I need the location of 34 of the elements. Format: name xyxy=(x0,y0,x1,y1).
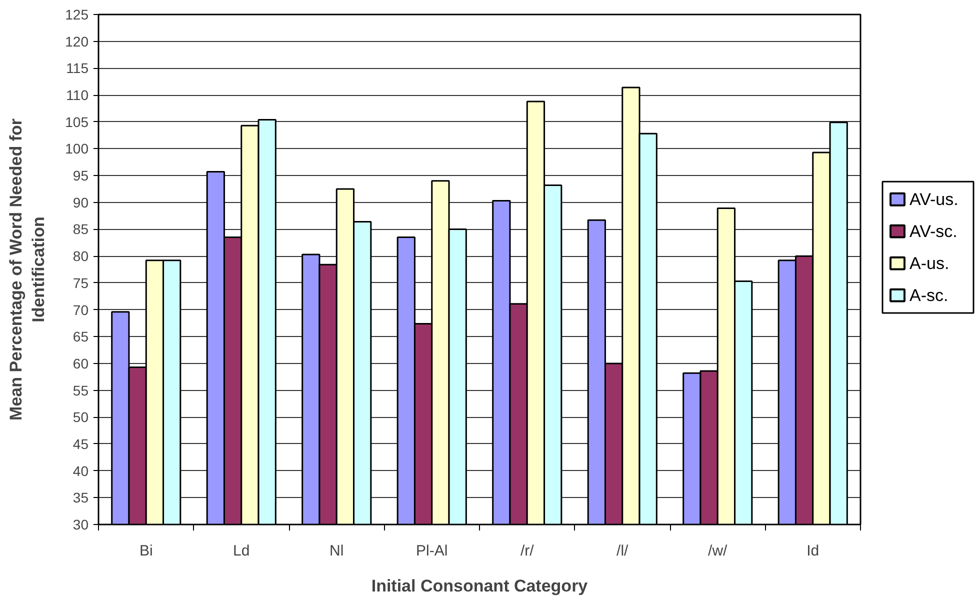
legend-label: A-sc. xyxy=(910,286,948,305)
y-tick-label: 85 xyxy=(72,221,89,238)
x-tick-label: Id xyxy=(806,542,820,560)
y-tick-label: 100 xyxy=(65,140,89,157)
legend-label: AV-sc. xyxy=(910,222,958,241)
y-tick-label: 115 xyxy=(66,60,89,76)
y-tick-label: 55 xyxy=(72,382,89,398)
legend-label: A-us. xyxy=(910,254,950,273)
y-tick-label: 75 xyxy=(72,274,89,291)
x-tick-label: Ld xyxy=(233,542,250,560)
y-tick-label: 105 xyxy=(65,114,89,130)
x-tick-label: /w/ xyxy=(708,542,728,560)
legend-label: AV-us. xyxy=(910,190,958,209)
y-tick-label: 90 xyxy=(72,194,89,210)
x-tick-label: Nl xyxy=(330,542,344,560)
y-tick-label: 50 xyxy=(72,409,89,426)
y-tick-label: 95 xyxy=(72,168,89,184)
x-tick-label: Pl-Al xyxy=(416,542,448,560)
y-tick-label: 60 xyxy=(72,355,89,372)
x-tick-label: /l/ xyxy=(616,542,630,560)
y-tick-label: 30 xyxy=(72,516,89,532)
y-axis-title: Mean Percentage of Word Needed for Identification xyxy=(6,118,48,420)
y-tick-label: 80 xyxy=(72,248,89,264)
y-tick-label: 45 xyxy=(72,436,89,452)
y-tick-label: 110 xyxy=(66,87,89,104)
y-tick-label: 125 xyxy=(65,6,89,22)
y-tick-label: 65 xyxy=(72,328,89,345)
y-tick-label: 120 xyxy=(65,33,89,50)
x-axis-title: Initial Consonant Category xyxy=(371,576,588,596)
y-tick-label: 35 xyxy=(72,490,89,506)
x-tick-label: Bi xyxy=(139,542,153,560)
x-tick-label: /r/ xyxy=(520,542,535,560)
y-tick-label: 70 xyxy=(72,302,89,318)
y-tick-label: 40 xyxy=(72,462,89,479)
